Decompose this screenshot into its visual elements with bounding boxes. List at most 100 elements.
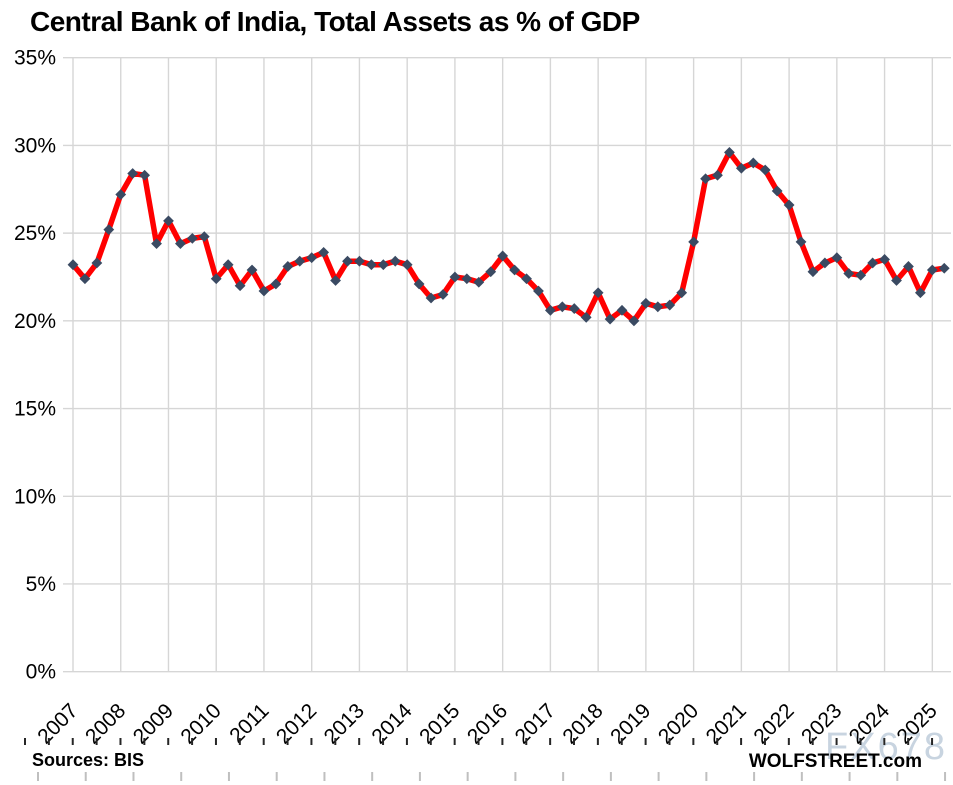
data-marker <box>127 168 139 179</box>
data-marker <box>270 278 282 290</box>
data-marker <box>139 169 151 181</box>
data-marker <box>938 262 950 274</box>
source-label: Sources: BIS <box>32 750 145 770</box>
data-marker <box>79 273 91 285</box>
x-axis-label: 2015 <box>415 699 464 748</box>
data-marker <box>545 304 556 316</box>
data-marker <box>831 252 843 264</box>
x-axis-label: 2025 <box>893 699 942 748</box>
data-marker <box>401 259 413 271</box>
watermark: FX678 <box>825 726 947 768</box>
data-marker <box>891 275 902 286</box>
x-axis-label: 2010 <box>176 699 225 748</box>
x-axis-label: 2023 <box>797 699 846 748</box>
x-axis-label: 2019 <box>606 699 655 748</box>
data-marker <box>616 304 628 316</box>
data-marker <box>151 238 162 250</box>
data-marker <box>473 276 485 288</box>
x-axis-label: 2013 <box>320 699 369 748</box>
y-axis-label: 5% <box>26 573 56 596</box>
data-marker <box>210 273 222 285</box>
x-axis-label: 2008 <box>81 699 130 748</box>
x-axis-label: 2016 <box>463 699 512 748</box>
y-axis-label: 0% <box>26 661 56 684</box>
data-marker <box>676 287 688 299</box>
x-axis-label: 2024 <box>845 699 895 749</box>
data-marker <box>747 157 759 169</box>
data-marker <box>461 273 473 285</box>
y-axis-label: 20% <box>14 310 56 333</box>
data-marker <box>652 301 664 313</box>
chart-title: Central Bank of India, Total Assets as %… <box>30 6 640 37</box>
data-marker <box>807 266 819 278</box>
data-marker <box>688 236 700 248</box>
data-marker <box>664 299 676 311</box>
data-marker <box>437 289 449 300</box>
data-marker <box>783 199 795 211</box>
data-marker <box>282 261 294 272</box>
data-marker <box>712 169 723 181</box>
data-marker <box>771 185 783 197</box>
brand-label: WOLFSTREET.com <box>748 751 922 772</box>
data-marker <box>246 264 258 276</box>
data-marker <box>867 257 879 269</box>
data-marker <box>198 231 210 243</box>
data-marker <box>855 269 867 281</box>
x-axis-label: 2021 <box>702 699 751 748</box>
data-marker <box>318 247 330 258</box>
data-marker <box>628 315 640 327</box>
data-marker <box>843 268 855 279</box>
data-marker <box>700 173 711 185</box>
y-axis-label: 15% <box>14 398 56 421</box>
data-marker <box>365 259 377 271</box>
x-axis-label: 2011 <box>225 699 273 747</box>
data-marker <box>568 303 580 314</box>
data-marker <box>330 275 341 286</box>
data-marker <box>724 147 735 158</box>
data-marker <box>222 259 234 271</box>
x-axis-label: 2012 <box>272 699 321 748</box>
x-axis-label: 2017 <box>511 699 560 748</box>
data-marker <box>91 257 103 269</box>
data-marker <box>377 259 389 271</box>
y-axis-label: 30% <box>14 134 56 157</box>
data-marker <box>389 255 401 267</box>
y-axis-label: 10% <box>14 485 56 508</box>
y-axis-label: 35% <box>14 47 56 70</box>
data-marker <box>258 285 270 297</box>
data-marker <box>556 301 568 313</box>
data-marker <box>914 287 926 299</box>
data-marker <box>497 250 509 262</box>
data-marker <box>926 264 938 276</box>
x-axis-label: 2014 <box>367 699 417 749</box>
data-marker <box>306 252 318 264</box>
data-marker <box>759 164 771 176</box>
data-marker <box>425 292 437 304</box>
data-marker <box>580 311 592 323</box>
data-marker <box>485 266 497 278</box>
data-marker <box>163 215 174 227</box>
data-marker <box>186 232 198 244</box>
data-marker <box>175 238 186 250</box>
data-marker <box>604 313 616 325</box>
data-marker <box>819 257 831 269</box>
data-marker <box>640 297 652 309</box>
data-marker <box>449 271 461 283</box>
data-marker <box>879 254 890 265</box>
data-marker <box>795 236 807 248</box>
x-axis-label: 2018 <box>558 699 607 748</box>
data-marker <box>903 261 914 272</box>
data-marker <box>294 255 306 267</box>
data-marker <box>234 280 246 292</box>
x-axis-label: 2020 <box>654 699 703 748</box>
data-marker <box>67 259 79 271</box>
data-marker <box>103 224 115 236</box>
data-marker <box>354 255 365 267</box>
data-marker <box>509 264 520 276</box>
data-marker <box>115 189 127 200</box>
data-marker <box>592 287 604 299</box>
x-axis-label: 2009 <box>129 699 178 748</box>
data-marker <box>533 285 544 297</box>
